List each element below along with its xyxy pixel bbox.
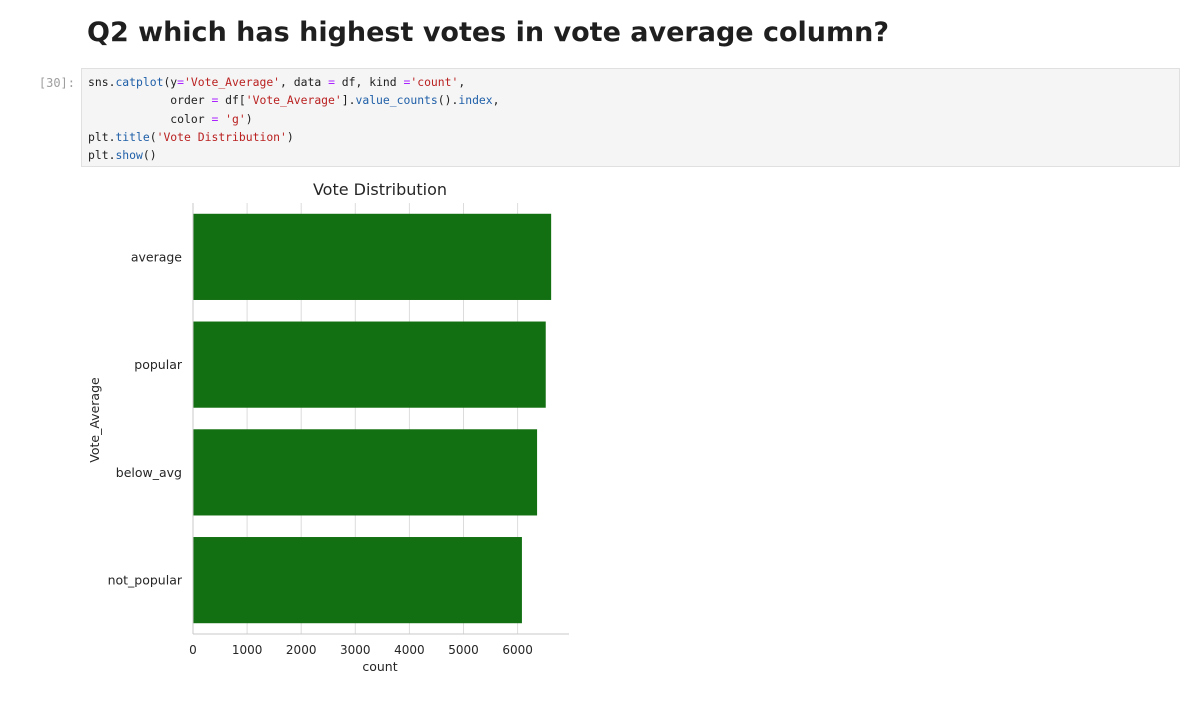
- code-editor[interactable]: sns.catplot(y='Vote_Average', data = df,…: [82, 69, 1179, 164]
- code-token: 'count': [410, 75, 459, 89]
- y-tick-label: below_avg: [116, 465, 182, 480]
- bar-average: [193, 213, 552, 300]
- x-tick-label: 1000: [232, 643, 263, 657]
- code-line: plt.title('Vote Distribution'): [88, 130, 294, 144]
- code-token: ): [286, 129, 294, 144]
- code-token: .: [108, 75, 116, 89]
- code-token: .: [108, 129, 116, 144]
- code-token: value_counts: [355, 93, 438, 108]
- code-line: color = 'g'): [88, 111, 253, 126]
- code-token: plt: [88, 148, 109, 163]
- code-token: ().: [437, 93, 459, 108]
- code-token: , data: [280, 75, 329, 89]
- bar-popular: [193, 321, 546, 408]
- code-token: ,: [492, 93, 500, 108]
- x-tick-label: 3000: [340, 643, 371, 657]
- code-token: =: [328, 75, 335, 89]
- code-token: 'Vote Distribution': [156, 129, 287, 144]
- code-line: sns.catplot(y='Vote_Average', data = df,…: [88, 75, 465, 89]
- code-token: sns: [88, 75, 109, 89]
- code-token: (: [149, 129, 157, 144]
- y-axis-label: Vote_Average: [87, 377, 102, 463]
- code-token: =: [177, 75, 185, 89]
- code-token: ): [245, 111, 253, 126]
- y-tick-label: not_popular: [108, 573, 183, 588]
- y-tick-label: popular: [134, 357, 183, 372]
- bars: [193, 213, 552, 624]
- x-tick-label: 5000: [448, 643, 479, 657]
- code-token: catplot: [115, 75, 164, 89]
- markdown-heading: Q2 which has highest votes in vote avera…: [87, 17, 890, 48]
- vote-distribution-chart: 0 1000 2000 3000 4000 5000 6000 average popular b…: [87, 180, 569, 674]
- code-token: ].: [341, 93, 356, 108]
- code-token: title: [115, 129, 150, 144]
- code-token: order: [88, 93, 212, 108]
- code-cell[interactable]: sns.catplot(y='Vote_Average', data = df,…: [81, 68, 1180, 167]
- tick-labels: 0 1000 2000 3000 4000 5000 6000 average popular b…: [108, 249, 533, 657]
- bar-below-avg: [193, 429, 538, 516]
- code-token: plt: [88, 129, 109, 144]
- code-token: index: [458, 93, 493, 108]
- code-token: df[: [218, 93, 246, 108]
- output-area: 0 1000 2000 3000 4000 5000 6000 average popular b…: [81, 174, 601, 684]
- code-token: 'Vote_Average': [184, 75, 281, 89]
- bar-not-popular: [193, 537, 522, 624]
- x-tick-label: 4000: [394, 643, 425, 657]
- execution-count-prompt: [30]:: [38, 76, 75, 90]
- code-token: =: [403, 75, 411, 89]
- code-token: 'Vote_Average': [245, 93, 342, 108]
- code-token: ,: [458, 75, 466, 89]
- code-token: =: [211, 111, 219, 126]
- axes: [192, 203, 569, 635]
- code-token: .: [108, 148, 116, 163]
- code-token: 'g': [225, 111, 246, 126]
- code-line: order = df['Vote_Average'].value_counts(…: [88, 93, 500, 108]
- code-token: (): [142, 148, 157, 163]
- chart-title: Vote Distribution: [313, 180, 447, 199]
- x-tick-label: 2000: [286, 643, 317, 657]
- x-tick-label: 0: [189, 643, 197, 657]
- x-axis-label: count: [362, 659, 397, 674]
- code-token: =: [211, 93, 219, 108]
- code-token: show: [115, 148, 143, 163]
- code-token: df, kind: [334, 75, 404, 89]
- code-token: (y: [163, 75, 178, 89]
- y-tick-label: average: [131, 249, 182, 264]
- code-line: plt.show(): [88, 148, 157, 162]
- x-tick-label: 6000: [502, 643, 533, 657]
- code-token: color: [88, 111, 212, 126]
